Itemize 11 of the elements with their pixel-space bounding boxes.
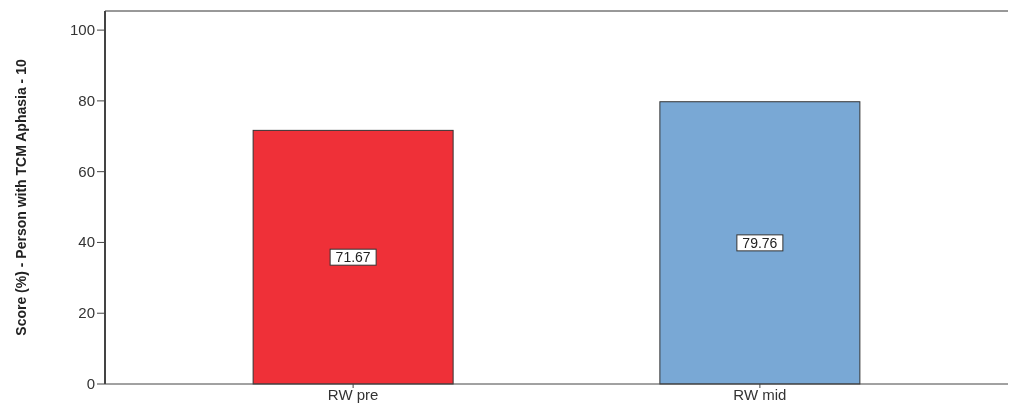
y-tick-label: 60: [78, 162, 95, 180]
y-tick-label: 100: [69, 21, 95, 39]
y-tick-label: 20: [78, 304, 95, 322]
data-label: 71.67: [335, 249, 371, 266]
y-tick-label: 40: [78, 233, 95, 251]
y-axis-title: Score (%) - Person with TCM Aphasia - 10: [13, 59, 29, 336]
y-tick-label: 80: [78, 91, 95, 109]
x-tick-label: RW pre: [327, 386, 379, 403]
y-tick-label: 0: [86, 375, 95, 392]
data-label: 79.76: [742, 234, 778, 251]
x-tick-label: RW mid: [733, 386, 787, 403]
